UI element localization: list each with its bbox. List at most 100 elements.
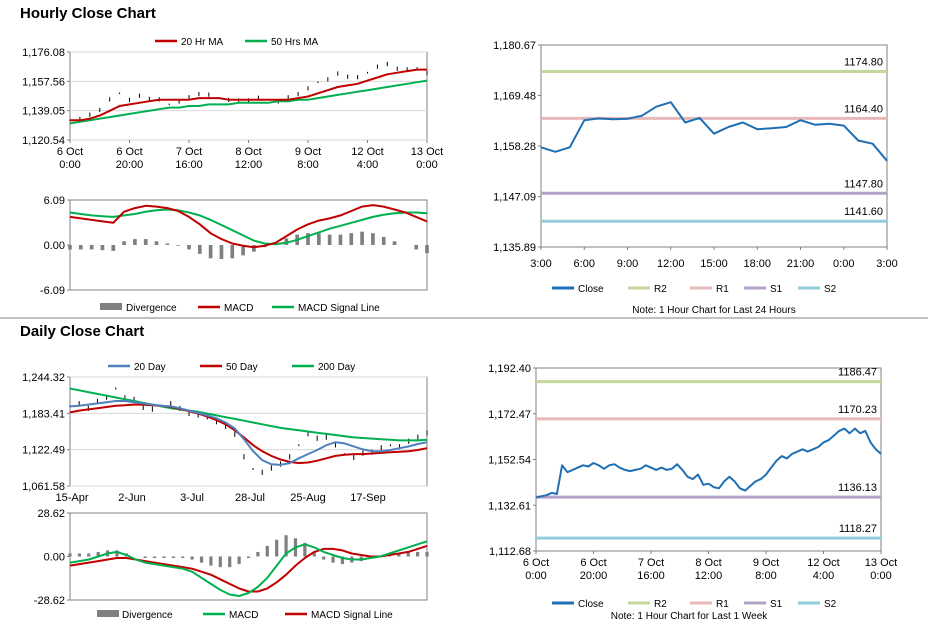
daily-divergence-bar <box>152 556 157 559</box>
hourly-levels-ytick-label: 1,169.48 <box>493 90 536 102</box>
daily-price-xtick-label: 2-Jun <box>118 492 146 504</box>
daily-macd-line <box>69 540 428 597</box>
hourly-price-xtick-label: 12 Oct <box>351 146 383 158</box>
daily-divergence-bar <box>77 553 81 557</box>
hourly-divergence-bar <box>371 233 375 245</box>
daily-levels-xtick-label: 0:00 <box>525 570 546 582</box>
hourly-levels-xtick-label: 3:00 <box>876 258 897 270</box>
hourly-divergence-bar <box>133 239 137 245</box>
hourly-price-xtick-label: 0:00 <box>416 159 437 171</box>
daily-divergence-bar <box>190 556 194 560</box>
daily-levels-ytick-label: 1,132.61 <box>488 500 531 512</box>
daily-divergence-bar <box>162 556 166 559</box>
hourly-price-xtick-label: 8 Oct <box>235 146 261 158</box>
hourly-divergence-bar <box>241 245 245 256</box>
hourly-price-xtick-label: 12:00 <box>235 159 263 171</box>
hourly-price-ytick-label: 1,176.08 <box>22 47 65 59</box>
daily-levels-xtick-label: 12 Oct <box>807 557 839 569</box>
legend-50hr-ma-label: 50 Hrs MA <box>271 37 319 48</box>
daily-level-r1-value: 1170.23 <box>838 404 877 416</box>
legend-daily-levels-r2-label: R2 <box>654 599 667 610</box>
daily-divergence-bar <box>115 550 119 557</box>
daily-levels-xtick-label: 8:00 <box>755 570 776 582</box>
daily-price-ytick-label: 1,183.41 <box>22 408 65 420</box>
daily-levels-xtick-label: 9 Oct <box>753 557 779 569</box>
hourly-macd-ytick-label: -6.09 <box>40 285 65 297</box>
hourly-price-xtick-label: 4:00 <box>357 159 378 171</box>
daily-divergence-bar <box>246 556 251 559</box>
legend-hourly-levels-r2-label: R2 <box>654 284 667 295</box>
hourly-levels-ytick-label: 1,135.89 <box>493 242 536 254</box>
hourly-price-ytick-label: 1,120.54 <box>22 135 65 147</box>
daily-levels-ytick-label: 1,192.40 <box>488 363 531 375</box>
legend-50-day-label: 50 Day <box>226 362 258 373</box>
legend-daily-macd-label: MACD <box>229 610 258 621</box>
daily-divergence-bar <box>171 556 175 559</box>
hourly-price-frame <box>69 51 428 141</box>
daily-divergence-bar <box>218 556 222 568</box>
hourly-divergence-bar <box>252 245 256 252</box>
daily-close-line <box>535 427 882 499</box>
hourly-divergence-bar <box>316 233 321 245</box>
daily-level-r2-value: 1186.47 <box>838 367 877 379</box>
hourly-macd-line <box>69 204 428 249</box>
daily-divergence-bar <box>237 556 241 565</box>
hourly-divergence-bar <box>122 241 126 245</box>
daily-levels-xtick-label: 8 Oct <box>695 557 721 569</box>
hourly-level-s1-value: 1147.80 <box>844 178 883 190</box>
daily-levels-note: Note: 1 Hour Chart for Last 1 Week <box>611 611 769 622</box>
daily-divergence-bar <box>416 551 420 557</box>
hourly-levels-xtick-label: 21:00 <box>787 258 815 270</box>
daily-price-ytick-label: 1,061.58 <box>22 481 65 493</box>
daily-divergence-bar <box>228 556 232 568</box>
daily-divergence-bar <box>96 551 100 557</box>
daily-divergence-bar <box>199 556 204 563</box>
daily-divergence-bar <box>340 556 345 565</box>
daily-divergence-bar <box>68 553 72 557</box>
hourly-divergence-bar <box>327 234 332 245</box>
daily-divergence-bar <box>322 556 326 560</box>
hourly-divergence-bar <box>176 245 181 246</box>
legend-hourly-levels-close-label: Close <box>578 284 604 295</box>
hourly-levels-ytick-label: 1,180.67 <box>493 40 536 52</box>
daily-price-xtick-label: 17-Sep <box>350 492 385 504</box>
daily-levels-ytick-label: 1,152.54 <box>488 455 531 467</box>
daily-price-xtick-label: 3-Jul <box>180 492 204 504</box>
daily-ma20-line <box>69 400 428 466</box>
hourly-price-ytick-label: 1,157.56 <box>22 76 65 88</box>
daily-ma200-line <box>69 387 428 442</box>
daily-levels-xtick-label: 13 Oct <box>865 557 897 569</box>
hourly-macd-ytick-label: 0.00 <box>44 240 65 252</box>
daily-level-s2-value: 1118.27 <box>839 523 877 535</box>
hourly-divergence-bar <box>360 231 364 245</box>
hourly-levels-ytick-label: 1,147.09 <box>493 191 536 203</box>
hourly-divergence-bar <box>68 245 72 250</box>
legend-daily-divergence-swatch <box>97 610 119 617</box>
daily-divergence-bar <box>143 556 147 559</box>
hourly-divergence-bar <box>111 245 116 251</box>
hourly-divergence-bar <box>425 245 429 254</box>
hourly-ma20-line <box>70 68 427 122</box>
legend-daily-divergence-label: Divergence <box>122 610 173 621</box>
daily-divergence-bar <box>303 542 307 557</box>
hourly-divergence-bar <box>306 233 310 245</box>
daily-ma50-line <box>69 403 428 465</box>
hourly-divergence-bar <box>100 245 105 251</box>
legend-daily-levels-r1-label: R1 <box>716 599 729 610</box>
hourly-divergence-bar <box>154 241 159 245</box>
daily-levels-xtick-label: 6 Oct <box>523 557 549 569</box>
hourly-divergence-bar <box>349 233 354 245</box>
hourly-divergence-bar <box>89 245 94 250</box>
daily-section-title: Daily Close Chart <box>20 323 145 340</box>
hourly-levels-xtick-label: 9:00 <box>617 258 638 270</box>
hourly-divergence-bar <box>284 238 289 245</box>
legend-daily-signal-label: MACD Signal Line <box>311 610 393 621</box>
daily-levels-xtick-label: 0:00 <box>870 570 891 582</box>
legend-daily-levels-s1-label: S1 <box>770 599 783 610</box>
daily-price-xtick-label: 28-Jul <box>235 492 265 504</box>
hourly-level-r2-value: 1174.80 <box>844 56 883 68</box>
hourly-levels-ytick-label: 1,158.28 <box>493 141 536 153</box>
daily-levels-xtick-label: 6 Oct <box>580 557 606 569</box>
hourly-price-ytick-label: 1,139.05 <box>22 106 65 118</box>
daily-divergence-bar <box>87 553 91 557</box>
